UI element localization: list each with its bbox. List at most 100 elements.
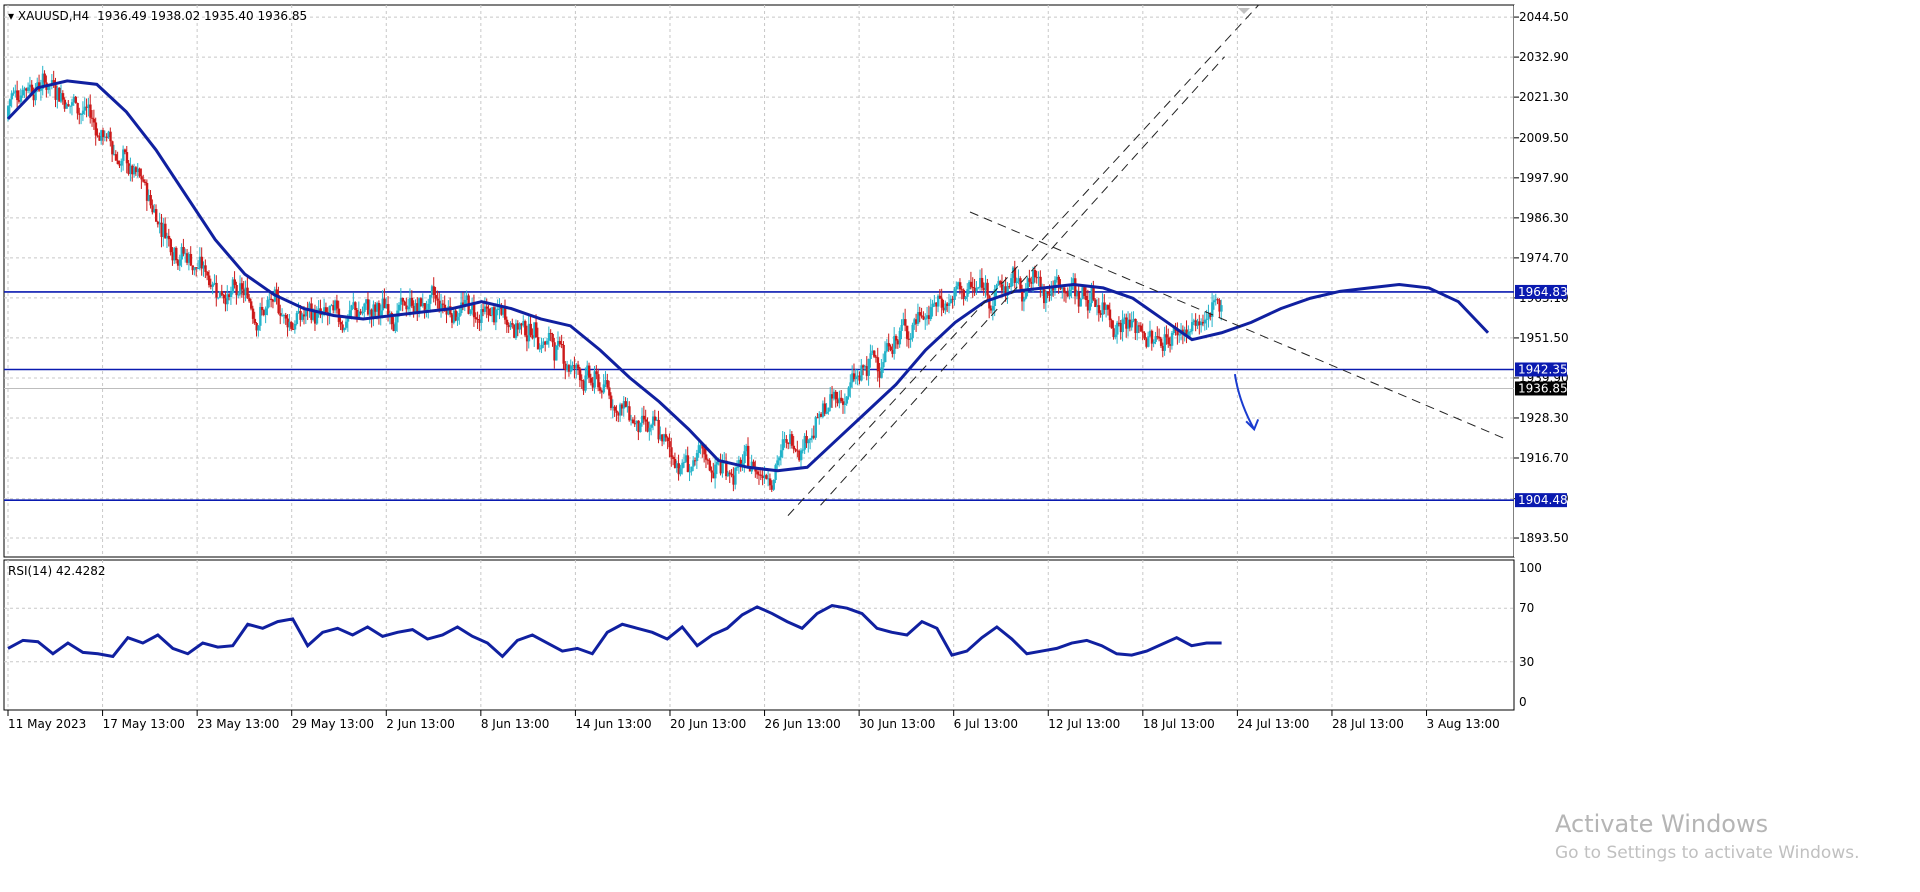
candle-body xyxy=(429,294,432,304)
trendlines[interactable] xyxy=(787,4,1508,516)
candle-body xyxy=(114,154,118,161)
candle-body xyxy=(1169,344,1172,346)
candle-body xyxy=(202,265,205,269)
candle-body xyxy=(419,298,423,307)
arrow-head[interactable] xyxy=(1245,418,1260,432)
candle-body xyxy=(1148,330,1152,337)
candle-body xyxy=(70,102,74,106)
time-axis[interactable]: 11 May 2023 17 May 13:00 23 May 13:00 29 Ma… xyxy=(7,710,1500,731)
candle-body xyxy=(436,298,439,301)
candle-body xyxy=(80,114,83,116)
candle-body xyxy=(8,99,12,107)
candle-body xyxy=(891,350,894,354)
candle-body xyxy=(421,303,425,307)
candle-body xyxy=(522,321,525,326)
candle-body xyxy=(553,342,556,361)
candle-body xyxy=(122,149,125,161)
candle-body xyxy=(503,308,507,320)
candle-body xyxy=(810,435,814,439)
candle-body xyxy=(134,167,138,173)
candle-body xyxy=(1015,281,1018,283)
candle-body xyxy=(103,136,107,138)
candle-body xyxy=(440,303,443,310)
candle-body xyxy=(602,384,606,393)
candle-body xyxy=(239,283,242,295)
candle-body xyxy=(89,104,92,118)
candle-body xyxy=(977,287,980,289)
dashed-trendline[interactable] xyxy=(969,211,1508,441)
price-scale[interactable]: 2044.50 2032.90 2021.30 2009.50 1997.90 1986.… xyxy=(1514,5,1920,557)
rsi-tick-label: 70 xyxy=(1519,601,1534,615)
chart-shift-marker[interactable] xyxy=(1238,8,1250,14)
candle-body xyxy=(1147,336,1150,347)
candle-body xyxy=(783,439,786,441)
candle-body xyxy=(313,311,317,324)
candle-body xyxy=(253,318,257,324)
candle-body xyxy=(619,404,622,416)
candle-body xyxy=(648,427,651,432)
candle-body xyxy=(416,303,419,313)
moving-average-line xyxy=(6,79,1490,473)
candle-body xyxy=(297,310,300,314)
candle-body xyxy=(251,308,255,319)
candle-body xyxy=(16,90,19,101)
candle-body xyxy=(540,344,543,349)
candle-body xyxy=(339,321,342,325)
candle-body xyxy=(971,286,975,288)
candle-body xyxy=(160,222,163,237)
candle-body xyxy=(1108,309,1112,321)
candle-body xyxy=(915,319,918,324)
candle-body xyxy=(600,390,604,393)
down-arrow-drawing[interactable] xyxy=(1233,374,1260,432)
candle-body xyxy=(633,423,637,425)
candle-body xyxy=(1099,313,1103,315)
candle-body xyxy=(1189,331,1192,333)
dashed-trendline[interactable] xyxy=(820,56,1225,506)
candle-body xyxy=(509,323,512,328)
candle-body xyxy=(427,303,430,310)
candle-body xyxy=(1052,287,1055,291)
candle-body xyxy=(1112,328,1115,338)
candle-body xyxy=(1083,287,1086,296)
candle-body xyxy=(969,281,973,287)
candle-body xyxy=(546,340,549,345)
candle-body xyxy=(626,406,629,408)
candle-body xyxy=(220,291,224,295)
candle-body xyxy=(1021,288,1024,302)
candle-body xyxy=(628,406,631,421)
candle-body xyxy=(814,417,818,438)
candle-body xyxy=(949,298,953,304)
time-tick-label: 20 Jun 13:00 xyxy=(670,717,746,731)
candle-body xyxy=(72,96,76,103)
candle-body xyxy=(1127,319,1130,329)
rsi-panel[interactable]: RSI(14) 42.4282 100 70 30 0 xyxy=(3,559,1542,711)
candle-body xyxy=(1212,300,1216,303)
candle-body xyxy=(635,420,638,424)
candle-body xyxy=(1088,303,1092,311)
candle-body xyxy=(684,455,688,462)
candle-body xyxy=(379,310,383,316)
candle-body xyxy=(714,464,717,479)
candle-body xyxy=(248,297,251,302)
dashed-trendline[interactable] xyxy=(787,4,1259,516)
horizontal-levels[interactable] xyxy=(4,291,1514,501)
candle-body xyxy=(1161,345,1165,351)
candle-body xyxy=(732,475,735,485)
price-tick-label: 1916.70 xyxy=(1519,451,1569,465)
main-panel[interactable]: ▾ XAUUSD,H4 1936.49 1938.02 1935.40 1936.… xyxy=(3,4,1515,558)
candle-body xyxy=(383,298,386,309)
dropdown-triangle-icon[interactable]: ▾ xyxy=(8,9,18,23)
arrow-shaft[interactable] xyxy=(1233,374,1256,430)
candle-body xyxy=(865,366,869,376)
candle-body xyxy=(608,387,611,396)
candle-body xyxy=(664,434,668,438)
candle-body xyxy=(1011,267,1015,279)
candle-body xyxy=(370,309,374,318)
candle-body xyxy=(902,319,905,325)
candle-body xyxy=(615,410,618,413)
candle-body xyxy=(206,271,209,276)
candle-body xyxy=(644,419,648,422)
candle-body xyxy=(69,105,72,107)
candle-body xyxy=(173,247,176,261)
